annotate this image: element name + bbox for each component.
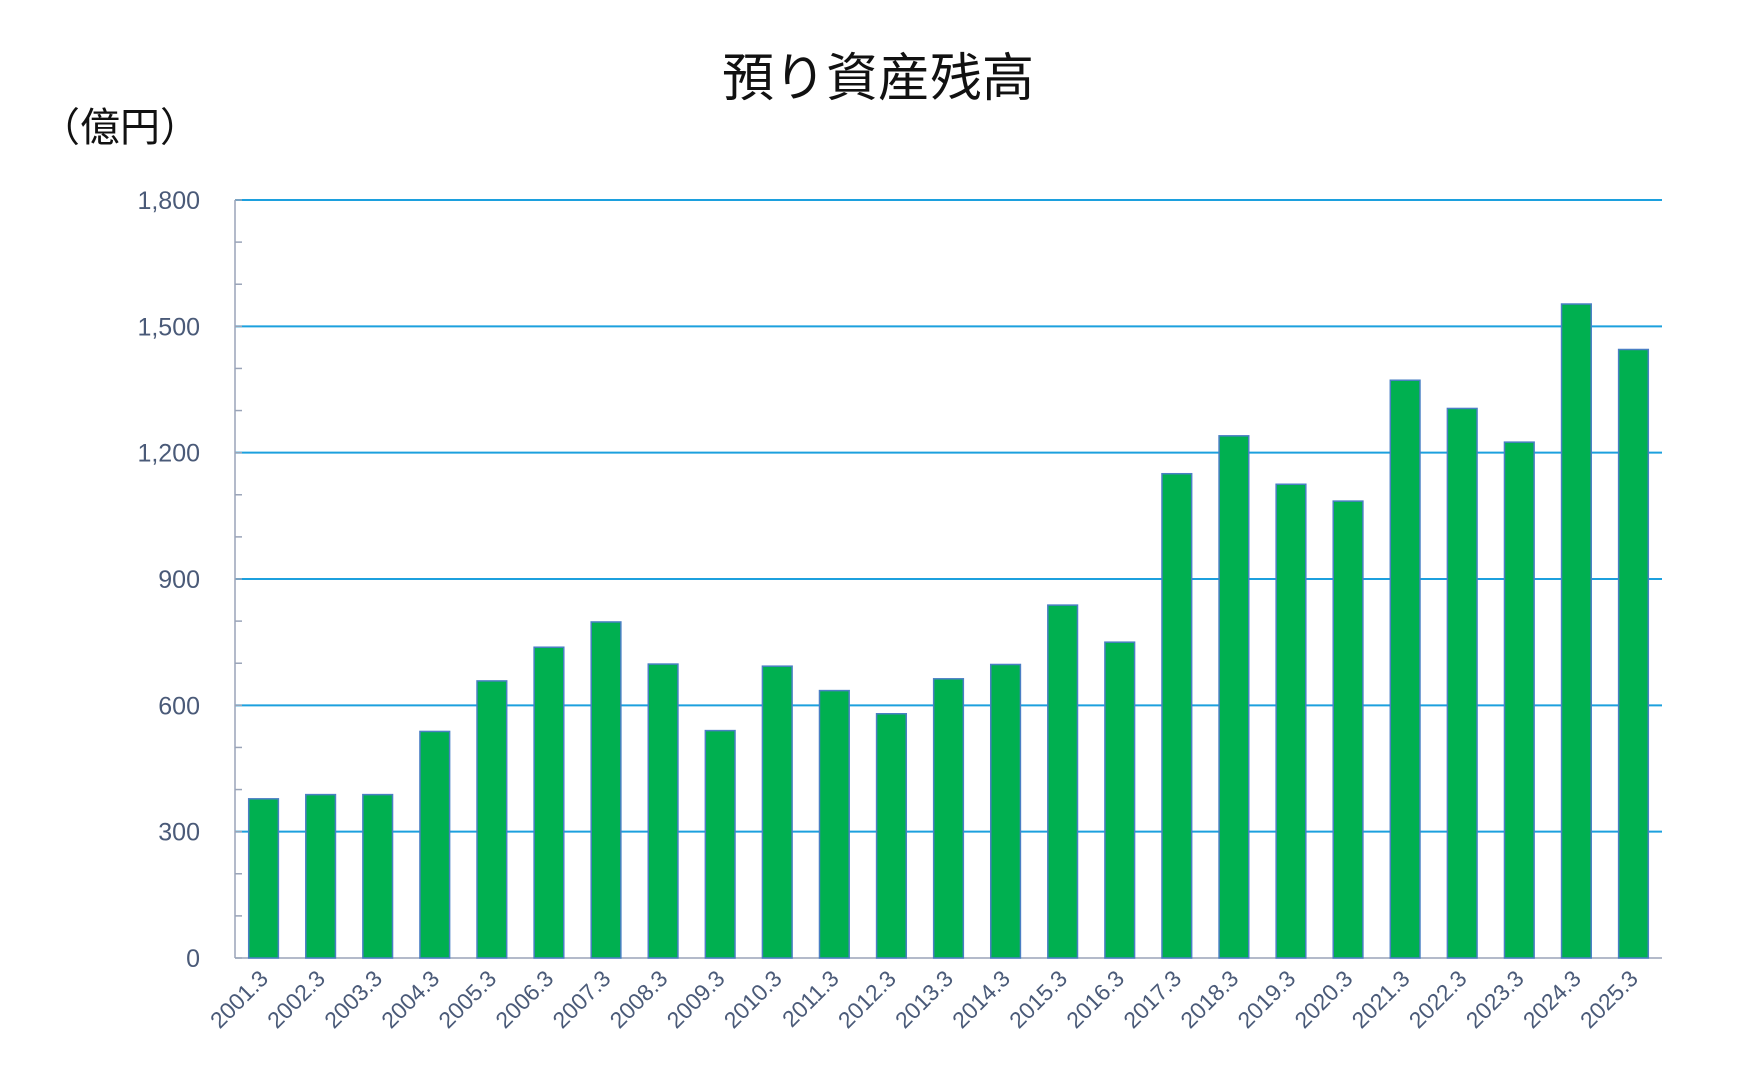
bar xyxy=(704,729,736,959)
bar xyxy=(476,680,508,959)
bar xyxy=(647,663,679,959)
x-tick-label: 2010.3 xyxy=(719,965,787,1033)
x-tick-label: 2004.3 xyxy=(376,965,444,1033)
bar xyxy=(1503,441,1535,959)
y-axis-unit-label: （億円） xyxy=(40,105,200,151)
bars xyxy=(247,303,1650,959)
x-tick-label: 2009.3 xyxy=(662,965,730,1033)
bar xyxy=(818,689,850,959)
y-tick-labels: 0 300 600 900 1,200 1,500 1,800 xyxy=(137,187,200,973)
x-tick-labels: 2001.32002.32003.32004.32005.32006.32007… xyxy=(205,965,1643,1033)
bar xyxy=(1275,483,1307,959)
bar xyxy=(362,793,394,959)
x-tick-label: 2002.3 xyxy=(262,965,330,1033)
bar xyxy=(1332,500,1364,959)
bar xyxy=(1104,641,1136,959)
bar xyxy=(419,730,451,959)
y-tick-label: 0 xyxy=(186,945,200,973)
bar xyxy=(989,663,1022,959)
chart-title: 預り資産残高 xyxy=(721,49,1034,109)
y-tick-label: 1,800 xyxy=(137,187,200,215)
x-tick-label: 2003.3 xyxy=(319,965,387,1033)
bar xyxy=(1446,407,1478,959)
x-tick-label: 2015.3 xyxy=(1004,965,1072,1033)
bar xyxy=(1389,379,1421,959)
bar xyxy=(1560,303,1592,959)
x-tick-label: 2006.3 xyxy=(490,965,558,1033)
bar xyxy=(1047,604,1079,959)
y-tick-label: 300 xyxy=(158,819,200,847)
bar xyxy=(590,621,622,959)
x-tick-label: 2014.3 xyxy=(947,965,1015,1033)
bar xyxy=(875,713,908,959)
x-tick-label: 2011.3 xyxy=(777,965,844,1032)
bar xyxy=(761,665,793,959)
y-tick-label: 1,200 xyxy=(137,440,200,468)
bar xyxy=(247,798,280,959)
y-tick-label: 600 xyxy=(158,692,200,720)
x-tick-label: 2005.3 xyxy=(433,965,501,1033)
x-tick-label: 2017.3 xyxy=(1118,965,1186,1033)
bar xyxy=(1218,435,1250,959)
x-tick-label: 2021.3 xyxy=(1347,965,1415,1033)
x-tick-label: 2019.3 xyxy=(1232,965,1300,1033)
y-axis-minor-ticks xyxy=(235,199,242,959)
x-tick-label: 2025.3 xyxy=(1575,965,1643,1033)
bar xyxy=(1617,348,1650,959)
bar xyxy=(533,646,565,959)
x-tick-label: 2018.3 xyxy=(1175,965,1243,1033)
y-tick-label: 1,500 xyxy=(137,313,200,341)
x-tick-label: 2001.3 xyxy=(205,965,273,1033)
x-tick-label: 2008.3 xyxy=(604,965,672,1033)
x-tick-label: 2020.3 xyxy=(1289,965,1357,1033)
bar xyxy=(1161,472,1193,959)
x-tick-label: 2016.3 xyxy=(1061,965,1129,1033)
bar xyxy=(305,793,337,959)
x-tick-label: 2007.3 xyxy=(547,965,615,1033)
x-tick-label: 2023.3 xyxy=(1461,965,1529,1033)
x-tick-label: 2013.3 xyxy=(890,965,958,1033)
y-tick-label: 900 xyxy=(158,566,200,594)
bar xyxy=(932,678,965,959)
x-tick-label: 2024.3 xyxy=(1518,965,1586,1033)
x-tick-label: 2022.3 xyxy=(1404,965,1472,1033)
x-tick-label: 2012.3 xyxy=(833,965,901,1033)
